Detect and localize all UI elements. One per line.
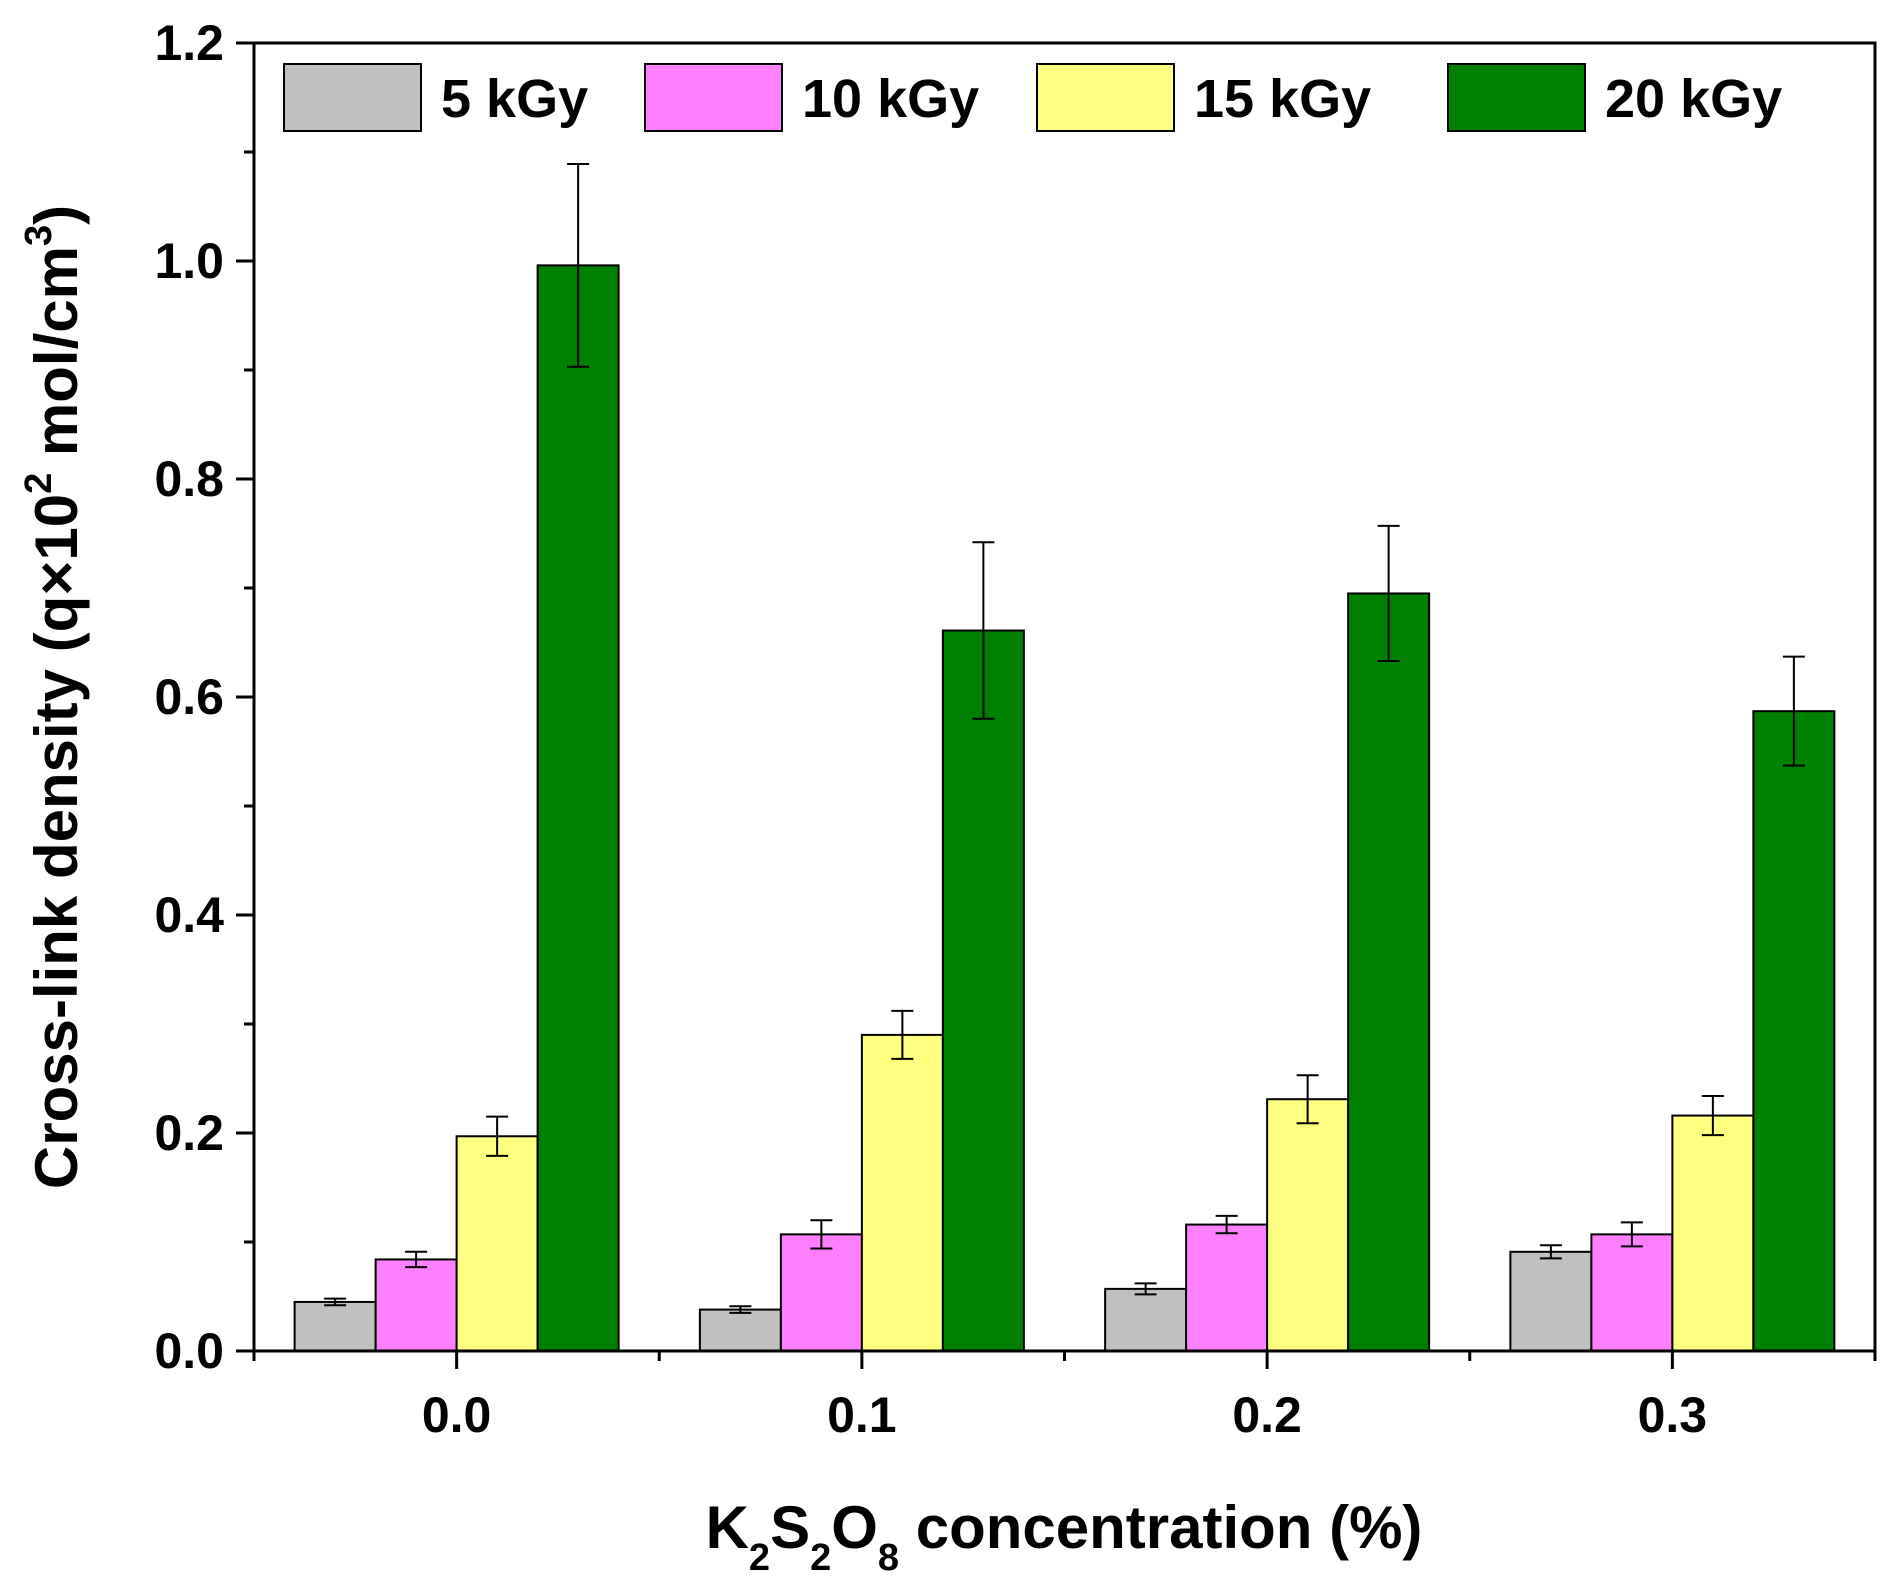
x-axis-title: K2S2O8 concentration (%) (706, 1494, 1423, 1579)
bar (1104, 1287, 1188, 1352)
y-axis-title: Cross-link density (q×102 mol/cm3) (18, 205, 90, 1189)
y-tick-label: 1.0 (154, 233, 224, 289)
y-tick-label: 1.2 (154, 15, 224, 71)
y-title-superscript: 3 (18, 225, 60, 246)
x-tick-label: 0.0 (422, 1387, 492, 1443)
error-bar (1296, 1074, 1319, 1125)
bar (1509, 1250, 1593, 1353)
bar (374, 1258, 458, 1352)
y-title-text: Cross-link density (q×10 (23, 494, 90, 1189)
y-title-superscript: 2 (18, 473, 60, 494)
error-bar (1215, 1214, 1238, 1235)
x-title-text: S (770, 1494, 810, 1561)
error-bar (1377, 524, 1400, 663)
x-title-subscript: 2 (810, 1537, 831, 1579)
error-bars-layer (324, 162, 1805, 1314)
bar (860, 1033, 944, 1353)
bar (1185, 1223, 1269, 1353)
x-tick-label: 0.3 (1638, 1387, 1708, 1443)
legend-swatch (1036, 63, 1175, 132)
bar (293, 1300, 377, 1352)
y-tick-label: 0.0 (154, 1323, 224, 1379)
x-axis: 0.0 0.1 0.2 0.3 (252, 1351, 1877, 1443)
legend-swatch (283, 63, 422, 132)
bar (455, 1135, 539, 1353)
y-tick-label: 0.2 (154, 1105, 224, 1161)
bar (779, 1233, 863, 1352)
y-tick-label: 0.4 (154, 887, 224, 943)
error-bar (729, 1305, 752, 1314)
legend-swatch (1447, 63, 1586, 132)
bar (698, 1308, 782, 1352)
error-bar (1134, 1282, 1157, 1296)
bar (1752, 710, 1836, 1352)
x-tick-label: 0.2 (1232, 1387, 1302, 1443)
bar (1590, 1233, 1674, 1352)
bars-layer (293, 264, 1836, 1353)
y-axis: 0.0 0.2 0.4 0.6 0.8 1.0 1.2 (154, 15, 254, 1379)
error-bar (1701, 1094, 1724, 1137)
error-bar (810, 1219, 833, 1250)
legend-swatch (644, 63, 783, 132)
legend-label: 5 kGy (441, 69, 588, 129)
error-bar (1620, 1221, 1643, 1248)
legend-label: 20 kGy (1605, 69, 1782, 129)
x-tick-label: 0.1 (827, 1387, 897, 1443)
y-tick-label: 0.6 (154, 669, 224, 725)
error-bar (1539, 1244, 1562, 1260)
error-bar (1782, 655, 1805, 767)
bar (536, 264, 620, 1352)
y-title-text: mol/cm (23, 246, 90, 473)
bar (1347, 592, 1431, 1352)
bar (1266, 1098, 1350, 1352)
x-title-subscript: 2 (749, 1537, 770, 1579)
error-bar (567, 162, 590, 368)
error-bar (486, 1115, 509, 1157)
bar (941, 629, 1025, 1352)
x-title-text: O (831, 1494, 878, 1561)
error-bar (324, 1297, 347, 1307)
y-tick-label: 0.8 (154, 451, 224, 507)
x-title-text: concentration (%) (899, 1494, 1422, 1561)
x-title-subscript: 8 (878, 1537, 899, 1579)
error-bar (405, 1250, 428, 1269)
bar (1671, 1114, 1755, 1353)
x-title-text: K (706, 1494, 749, 1561)
error-bar (972, 541, 995, 720)
error-bar (891, 1009, 914, 1060)
legend-label: 10 kGy (802, 69, 979, 129)
legend: 5 kGy 10 kGy 15 kGy 20 kGy (283, 63, 1782, 132)
y-title-text: ) (23, 205, 90, 225)
legend-label: 15 kGy (1194, 69, 1371, 129)
